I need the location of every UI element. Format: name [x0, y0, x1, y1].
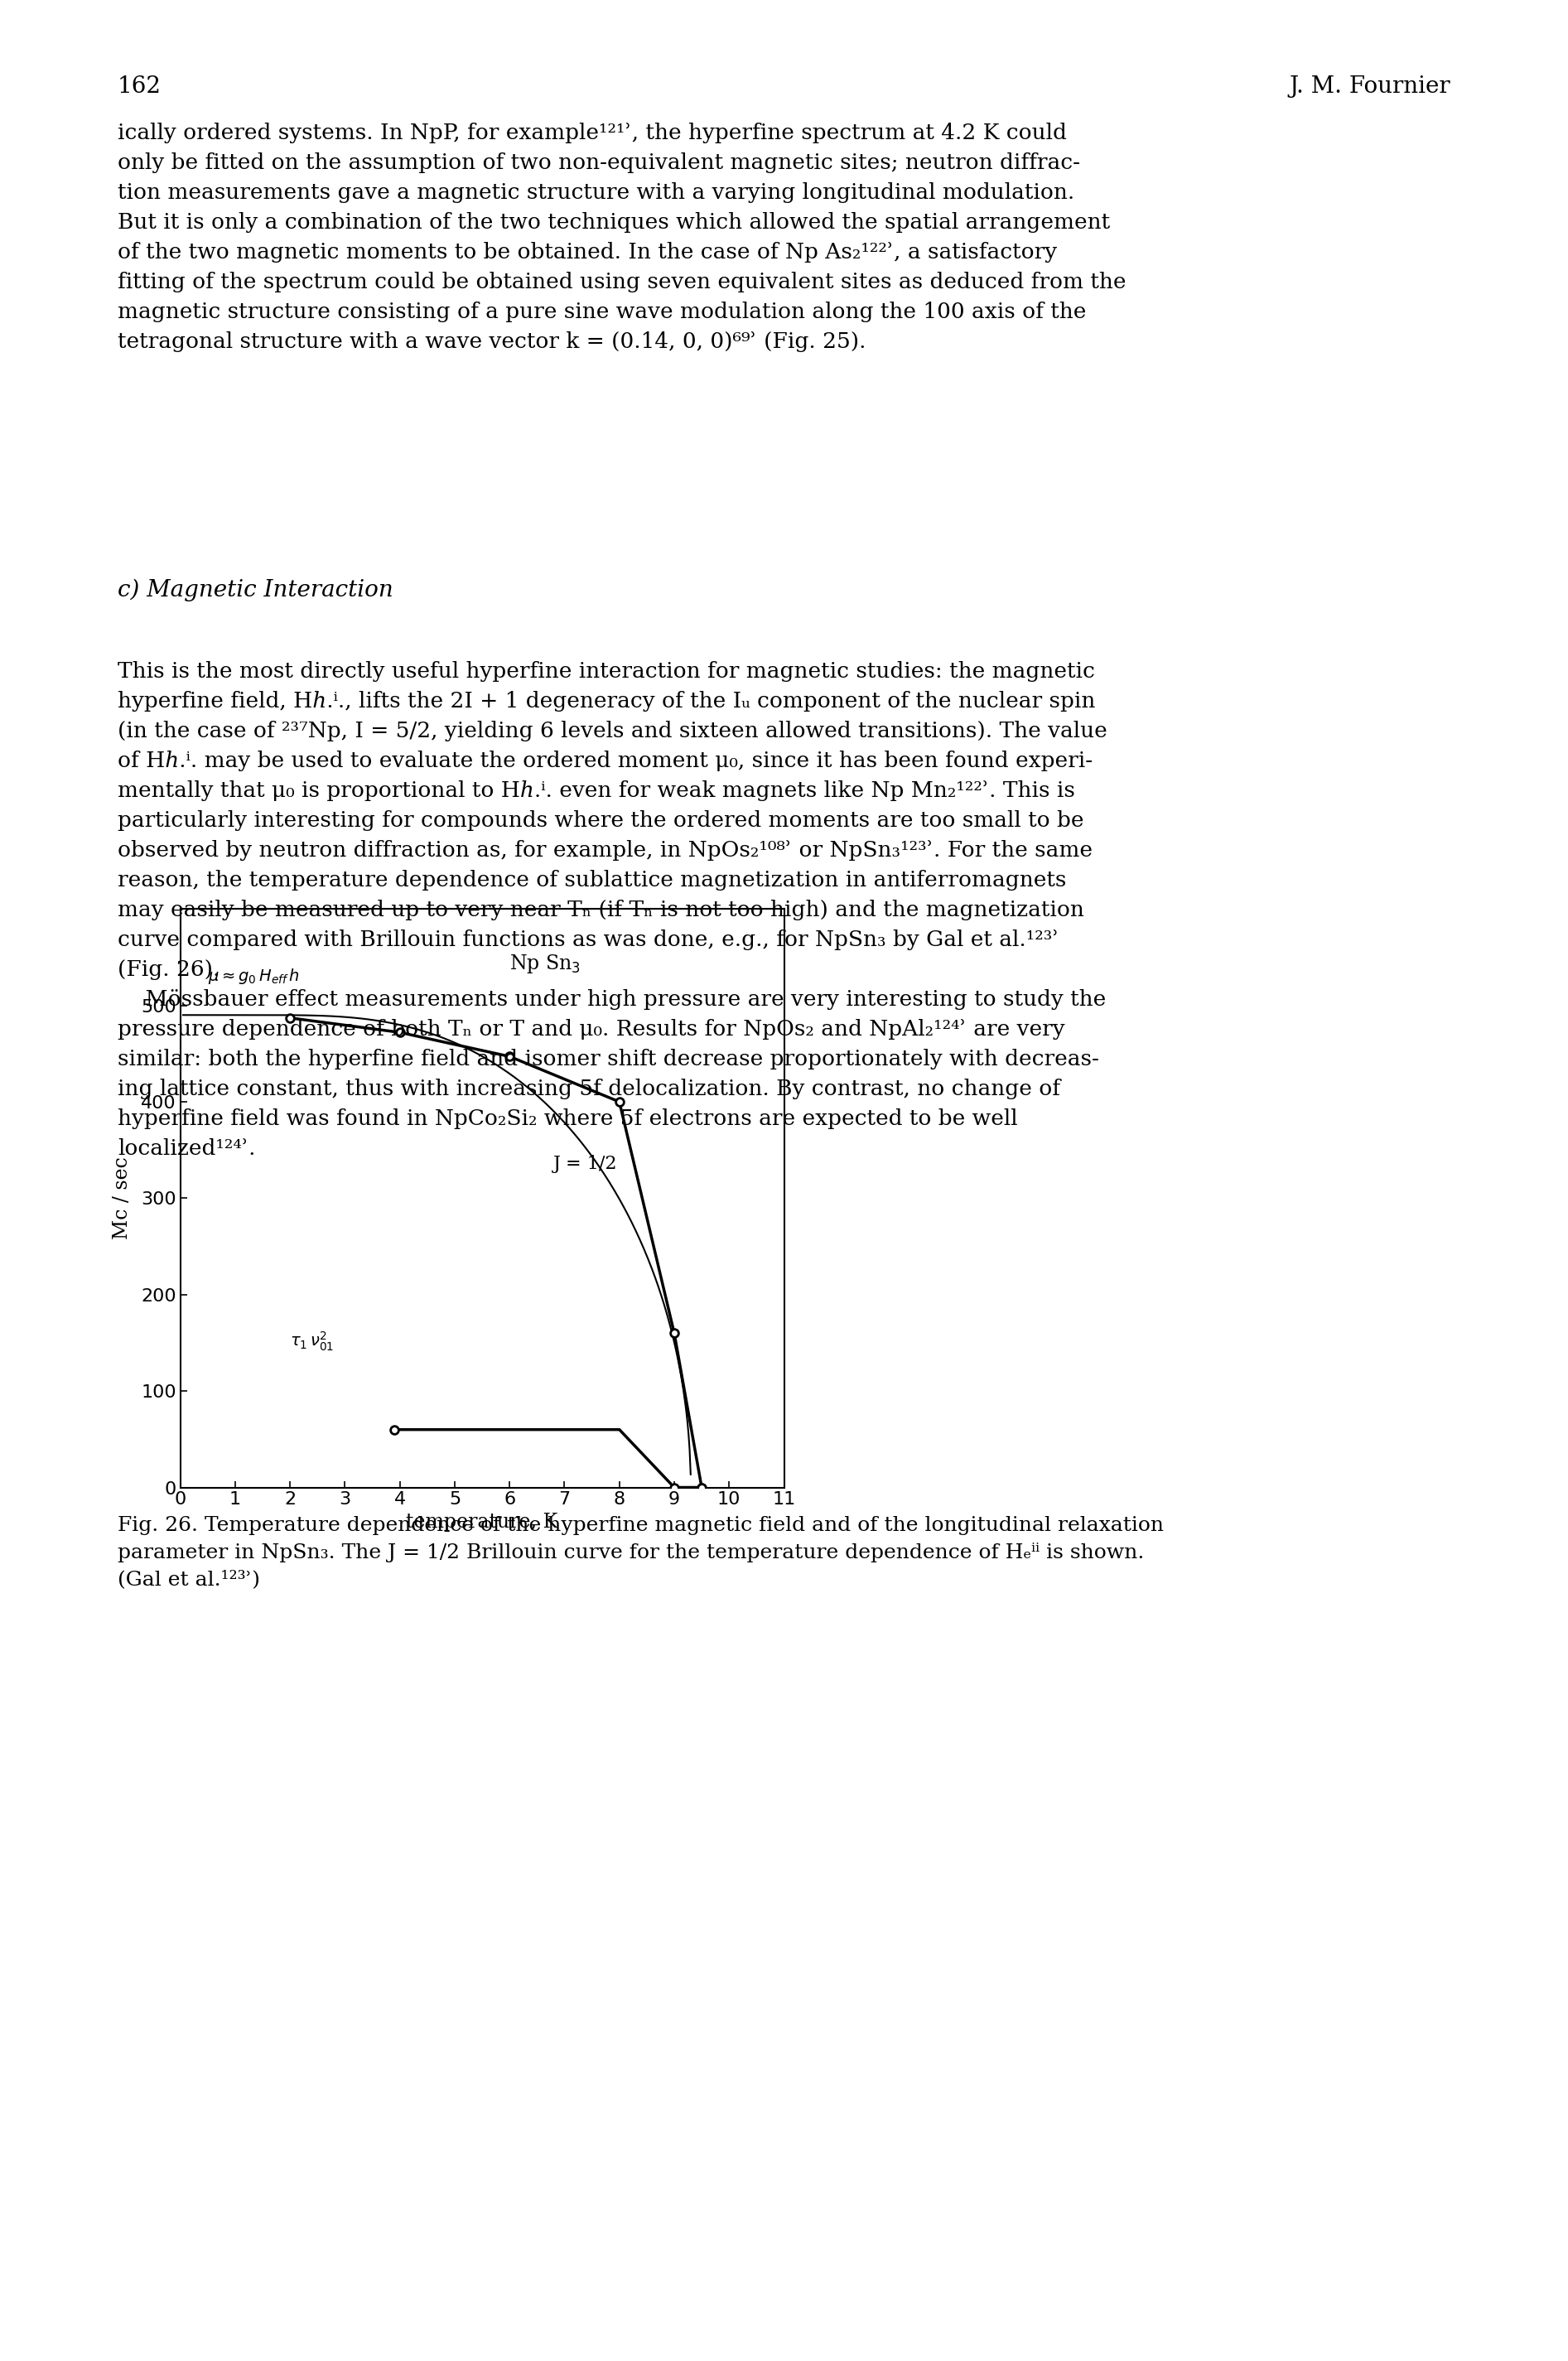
Text: ically ordered systems. In NpP, for example¹²¹ʾ, the hyperfine spectrum at 4.2 K: ically ordered systems. In NpP, for exam…: [118, 123, 1126, 352]
Text: J. M. Fournier: J. M. Fournier: [1289, 76, 1450, 97]
Text: Fig. 26. Temperature dependence of the hyperfine magnetic field and of the longi: Fig. 26. Temperature dependence of the h…: [118, 1516, 1163, 1589]
X-axis label: temperature, K: temperature, K: [406, 1513, 558, 1532]
Text: $\tau_1\,\nu_{01}^2$: $\tau_1\,\nu_{01}^2$: [290, 1329, 334, 1353]
Y-axis label: Mc / sec: Mc / sec: [113, 1157, 132, 1240]
Text: This is the most directly useful hyperfine interaction for magnetic studies: the: This is the most directly useful hyperfi…: [118, 661, 1107, 1159]
Text: Np Sn$_3$: Np Sn$_3$: [510, 951, 580, 975]
Text: c) Magnetic Interaction: c) Magnetic Interaction: [118, 578, 394, 602]
Text: 162: 162: [118, 76, 162, 97]
Text: $\mu \approx g_0\,H_{eff}\,h$: $\mu \approx g_0\,H_{eff}\,h$: [207, 968, 299, 987]
Text: J = 1/2: J = 1/2: [554, 1155, 618, 1173]
